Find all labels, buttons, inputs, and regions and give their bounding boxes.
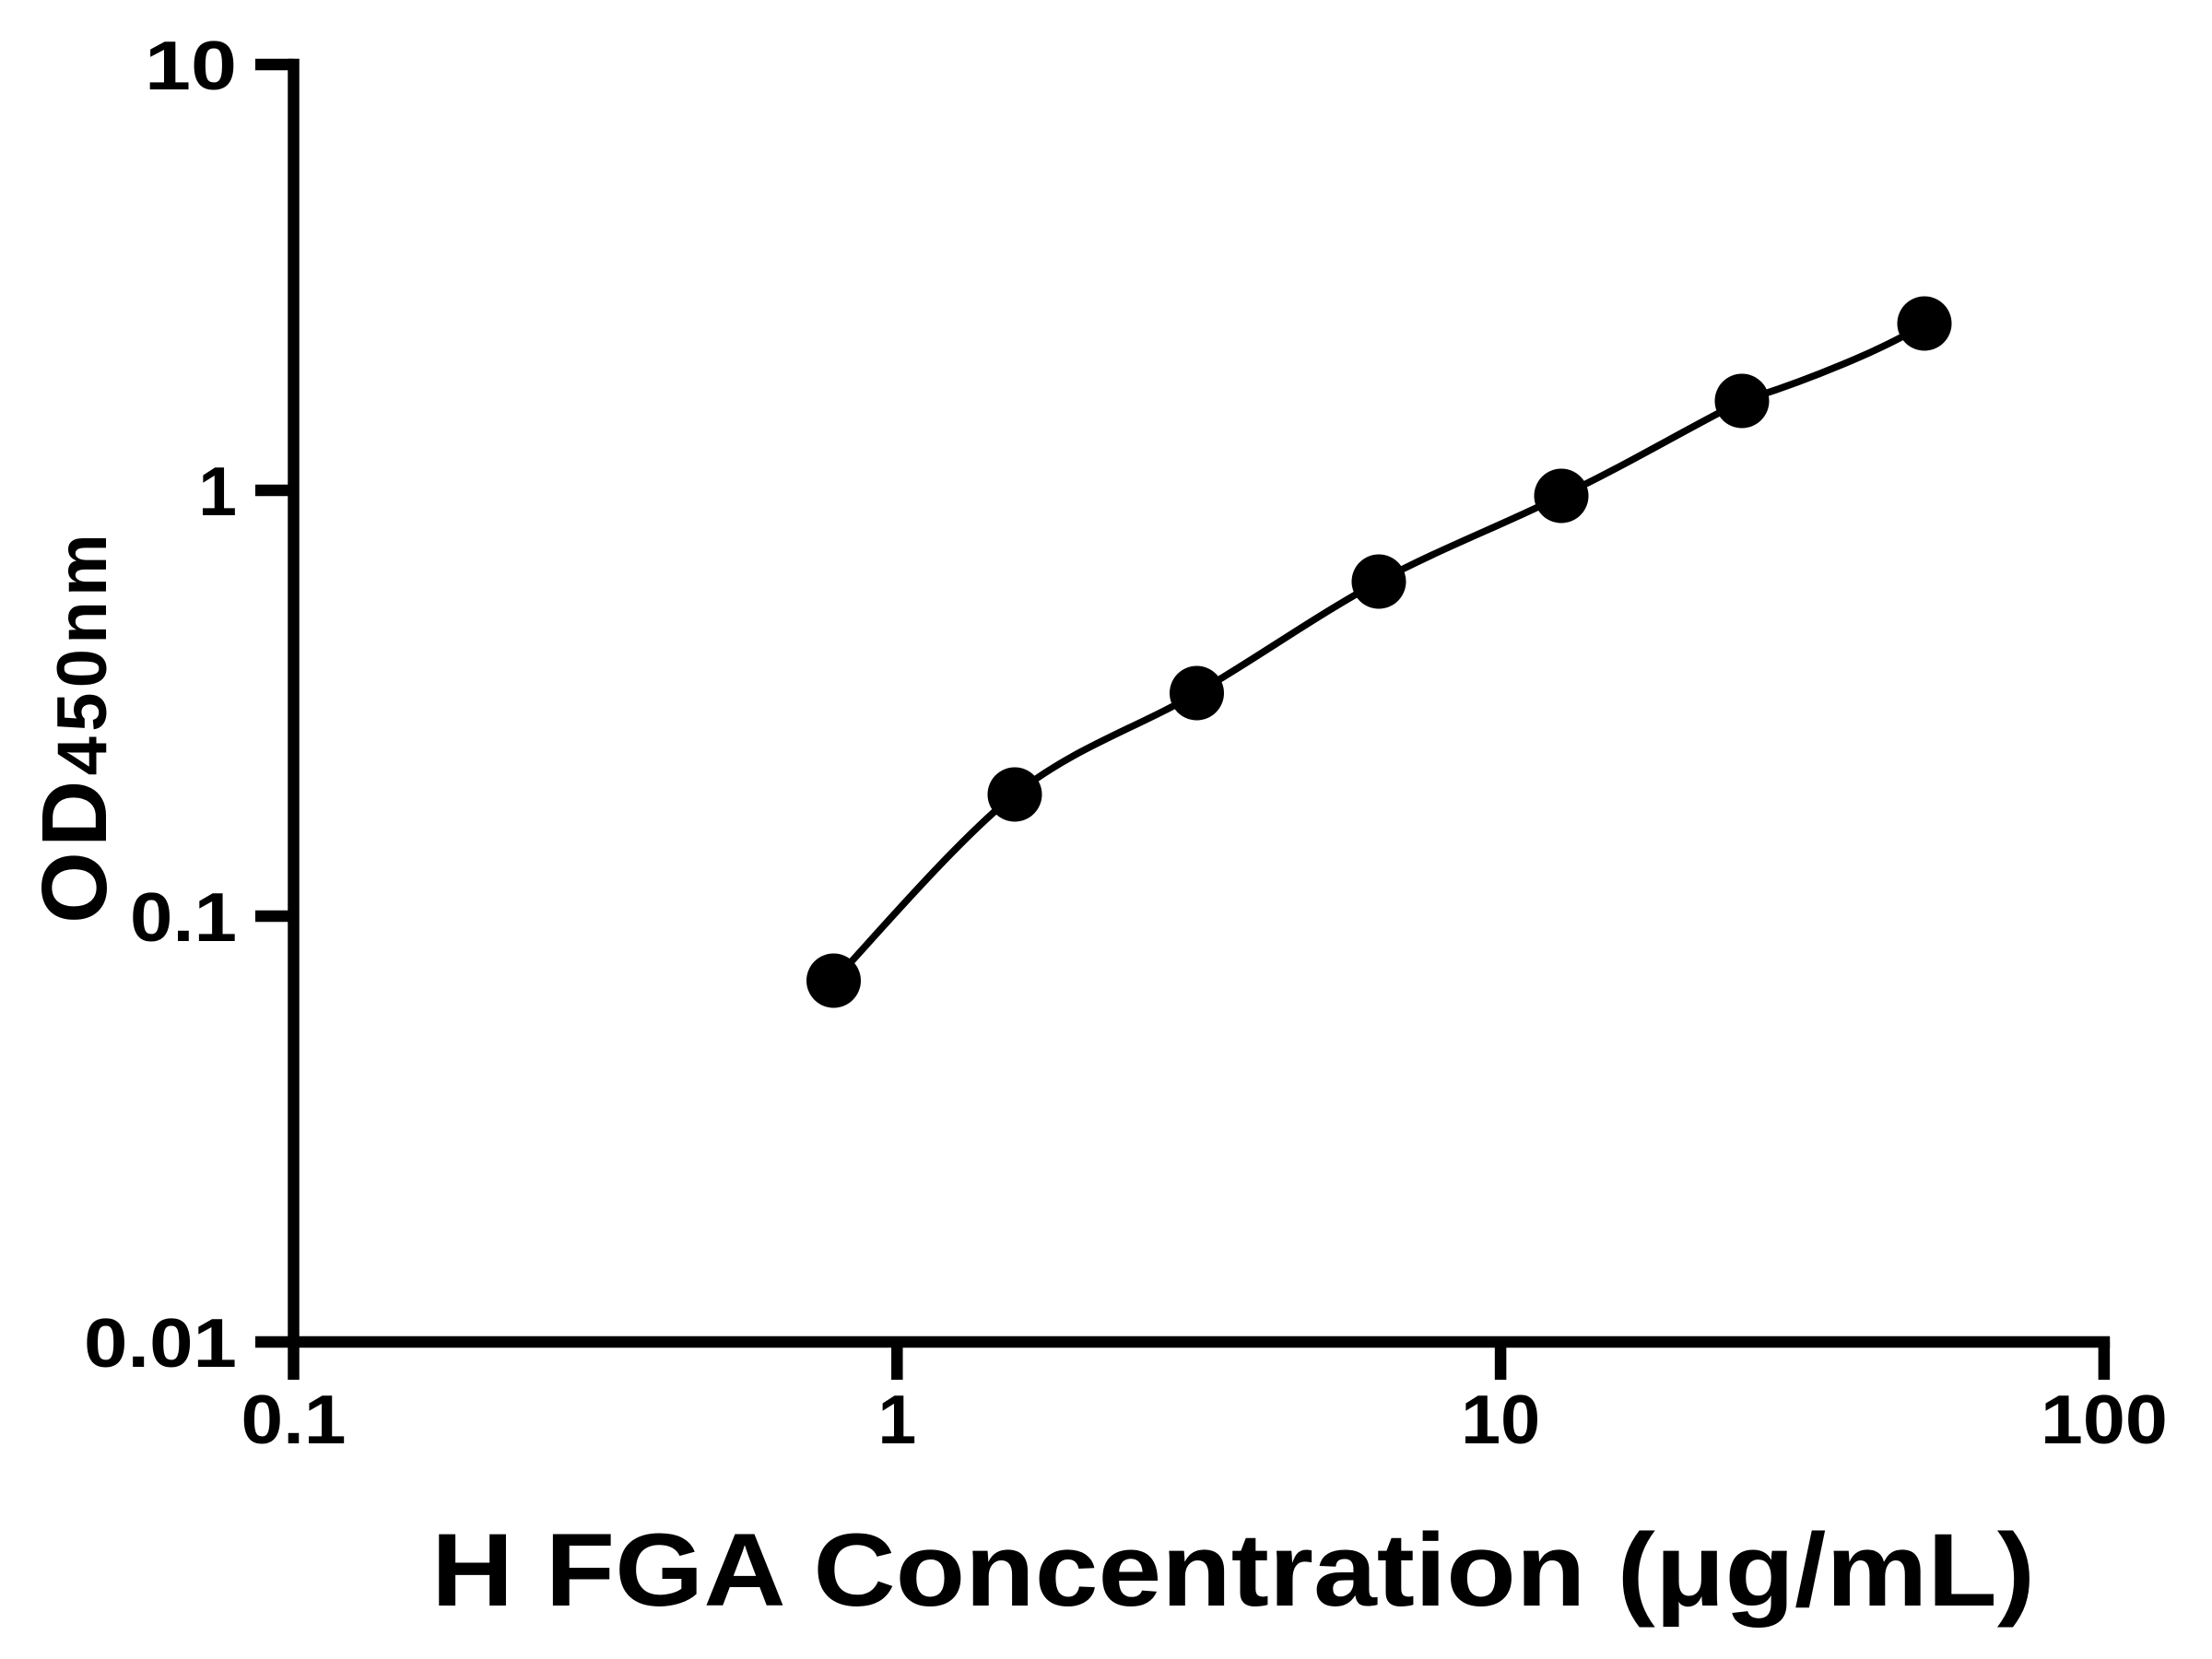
svg-text:H FGA Concentration (μg/mL): H FGA Concentration (μg/mL) <box>431 1512 2035 1628</box>
svg-text:1: 1 <box>877 1381 916 1458</box>
svg-text:10: 10 <box>145 27 237 104</box>
svg-text:10: 10 <box>1461 1381 1540 1458</box>
svg-text:1: 1 <box>198 453 237 530</box>
svg-text:0.1: 0.1 <box>130 878 237 956</box>
svg-text:0.01: 0.01 <box>84 1304 237 1382</box>
svg-text:OD450nm: OD450nm <box>23 529 126 924</box>
svg-text:100: 100 <box>2041 1381 2168 1458</box>
svg-text:0.1: 0.1 <box>241 1381 347 1458</box>
